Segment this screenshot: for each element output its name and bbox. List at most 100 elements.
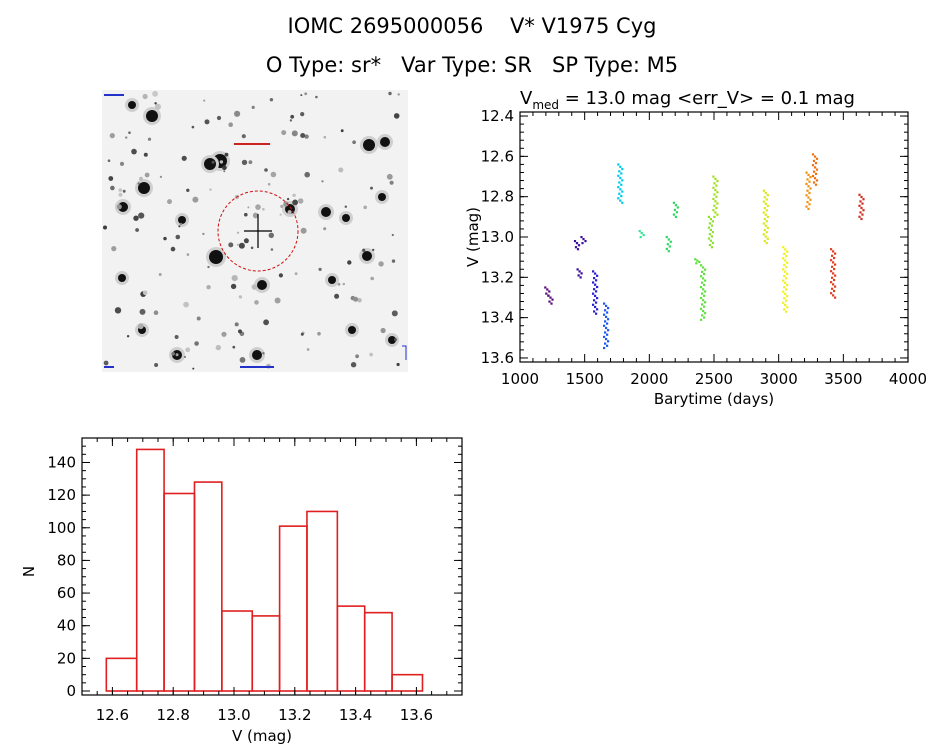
lc-point <box>617 186 620 189</box>
lc-point <box>605 338 608 341</box>
lc-point <box>811 164 815 167</box>
lc-point <box>698 260 701 264</box>
lc-point <box>606 333 609 336</box>
lc-point <box>593 288 596 291</box>
lc-point <box>596 297 599 300</box>
lc-point <box>713 193 716 196</box>
lc-point <box>831 276 834 279</box>
lc-point <box>858 204 861 207</box>
lc-point <box>716 213 719 216</box>
lc-point <box>703 283 706 286</box>
lc-point <box>830 248 833 251</box>
lc-point <box>702 266 705 269</box>
lc-point <box>596 274 599 277</box>
lc-point <box>710 224 713 227</box>
lc-point <box>603 302 606 305</box>
lc-point <box>708 222 711 225</box>
lc-point <box>603 335 606 338</box>
lc-point <box>700 264 703 267</box>
lc-xtick-label: 4000 <box>889 370 927 388</box>
lc-point <box>709 228 712 231</box>
lc-point <box>700 307 703 310</box>
lc-point <box>700 275 703 278</box>
lc-point <box>694 258 697 261</box>
lc-point <box>784 303 787 307</box>
lc-point <box>640 232 643 235</box>
lc-point <box>831 287 834 290</box>
lc-point <box>783 252 786 255</box>
lc-point <box>712 209 715 212</box>
lc-point <box>604 342 607 345</box>
lc-point <box>834 296 837 299</box>
hist-ytick-label: 120 <box>47 486 76 504</box>
lc-point <box>809 198 812 201</box>
lc-point <box>576 248 580 251</box>
lc-point <box>766 194 769 197</box>
lc-point <box>703 272 706 276</box>
lc-point <box>711 231 714 234</box>
lc-point <box>832 294 835 297</box>
lc-point <box>620 183 623 186</box>
lc-point <box>549 296 552 299</box>
lc-point <box>621 167 624 171</box>
hist-bar <box>193 481 223 692</box>
lc-point <box>707 226 710 229</box>
lc-point <box>784 248 787 251</box>
hist-frame <box>81 437 463 696</box>
lc-point <box>833 256 836 260</box>
hist-bar <box>391 673 424 692</box>
lc-point <box>807 173 810 176</box>
lc-point <box>667 238 670 241</box>
lc-point <box>582 238 585 241</box>
lc-point <box>581 242 584 245</box>
lc-point <box>815 168 819 171</box>
lc-point <box>832 283 835 286</box>
lc-point <box>702 277 705 280</box>
lc-point <box>672 201 675 204</box>
lc-point <box>701 292 704 295</box>
lc-point <box>805 194 808 197</box>
lc-point <box>577 244 581 247</box>
lc-point <box>764 224 767 227</box>
lc-point <box>595 312 598 315</box>
lc-point <box>710 235 713 238</box>
lc-point <box>701 303 704 306</box>
lc-point <box>714 177 717 180</box>
lc-point <box>763 239 766 243</box>
lc-point <box>707 237 710 240</box>
lc-point <box>807 207 810 210</box>
lc-point <box>673 208 676 211</box>
lc-point <box>806 178 809 181</box>
lc-point <box>603 324 606 327</box>
lc-point <box>676 206 679 209</box>
lc-point <box>580 236 583 239</box>
lc-point <box>782 301 785 304</box>
lc-point <box>707 215 710 218</box>
lc-xtick-label: 1000 <box>501 370 539 388</box>
lc-point <box>619 199 622 202</box>
lc-point <box>711 241 714 244</box>
lc-point <box>786 250 789 253</box>
lc-point <box>606 322 609 325</box>
lc-point <box>669 240 672 243</box>
lc-point <box>830 270 833 273</box>
lc-ytick-label: 13.0 <box>481 228 514 246</box>
lc-point <box>709 239 712 242</box>
lc-point <box>813 155 817 158</box>
lc-point <box>763 196 766 199</box>
hist-bar <box>278 525 308 692</box>
lc-point <box>594 272 597 275</box>
lc-point <box>814 172 818 175</box>
lc-point <box>603 346 606 350</box>
lc-point <box>830 292 833 295</box>
lc-point <box>606 344 609 347</box>
lc-point <box>808 180 811 183</box>
lc-point <box>715 184 718 187</box>
hist-bar <box>135 448 165 692</box>
hist-ytick-label: 80 <box>57 551 76 569</box>
hist-xtick-label: 13.4 <box>339 706 372 724</box>
lc-point <box>806 201 809 204</box>
figure-subtitle: O Type: sr* Var Type: SR SP Type: M5 <box>265 53 679 77</box>
lc-point <box>546 288 549 291</box>
lc-point <box>545 292 548 295</box>
